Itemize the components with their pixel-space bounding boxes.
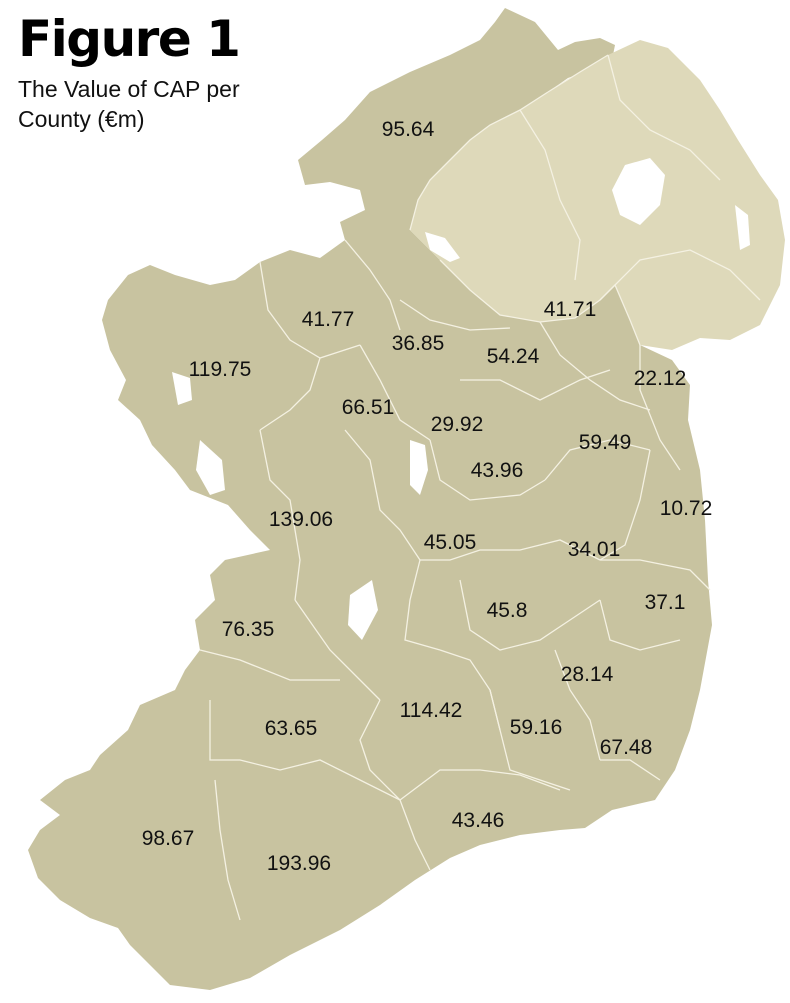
- county-value-label: 10.72: [660, 497, 713, 520]
- lough-erne: [425, 232, 460, 262]
- county-value-label: 63.65: [265, 717, 318, 740]
- county-value-label: 193.96: [267, 852, 331, 875]
- county-value-label: 41.71: [544, 298, 597, 321]
- county-value-label: 43.46: [452, 809, 505, 832]
- county-value-label: 28.14: [561, 663, 614, 686]
- lough-ree: [410, 440, 428, 495]
- lough-neagh: [612, 158, 665, 225]
- county-value-label: 54.24: [487, 345, 540, 368]
- county-value-label: 67.48: [600, 736, 653, 759]
- county-value-label: 114.42: [400, 699, 463, 722]
- county-value-label: 59.16: [510, 716, 563, 739]
- county-value-label: 139.06: [269, 508, 333, 531]
- county-value-label: 29.92: [431, 413, 484, 436]
- county-value-label: 95.64: [382, 118, 435, 141]
- lough-derg: [348, 580, 378, 640]
- lough-mask: [172, 372, 192, 405]
- county-value-label: 36.85: [392, 332, 445, 355]
- northern-ireland-landmass: [410, 40, 785, 350]
- county-value-label: 59.49: [579, 431, 632, 454]
- county-value-label: 45.8: [487, 599, 528, 622]
- county-value-label: 98.67: [142, 827, 195, 850]
- county-value-label: 22.12: [634, 367, 687, 390]
- county-value-label: 41.77: [302, 308, 355, 331]
- county-value-label: 119.75: [189, 358, 252, 381]
- figure-caption: The Value of CAP per County (€m): [18, 76, 240, 132]
- county-value-label: 76.35: [222, 618, 275, 641]
- county-value-label: 34.01: [568, 538, 621, 561]
- republic-of-ireland-landmass: [28, 8, 712, 990]
- lough-corrib: [196, 440, 225, 495]
- county-value-label: 43.96: [471, 459, 524, 482]
- county-value-label: 45.05: [424, 531, 477, 554]
- county-value-label: 37.1: [645, 591, 686, 614]
- figure-heading: Figure 1: [18, 10, 241, 68]
- strangford-lough: [735, 205, 750, 250]
- county-value-label: 66.51: [342, 396, 395, 419]
- county-value-labels: 95.64 41.77 41.71 36.85 54.24 119.75 22.…: [142, 118, 713, 875]
- county-borders: [199, 54, 761, 921]
